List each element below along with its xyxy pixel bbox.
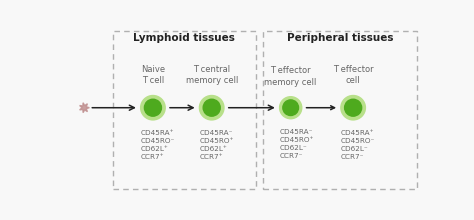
- Text: Lymphoid tissues: Lymphoid tissues: [133, 33, 235, 43]
- Ellipse shape: [141, 95, 165, 120]
- Bar: [112, 31, 256, 189]
- Ellipse shape: [145, 99, 162, 116]
- Text: T effector
cell: T effector cell: [333, 65, 374, 85]
- Ellipse shape: [283, 100, 299, 116]
- Text: CD45RA⁻
CD45RO⁺
CD62L⁻
CCR7⁻: CD45RA⁻ CD45RO⁺ CD62L⁻ CCR7⁻: [280, 129, 314, 159]
- Text: CD45RA⁺
CD45RO⁻
CD62L⁺
CCR7⁺: CD45RA⁺ CD45RO⁻ CD62L⁺ CCR7⁺: [141, 130, 175, 160]
- Text: Peripheral tissues: Peripheral tissues: [287, 33, 393, 43]
- Ellipse shape: [280, 97, 302, 119]
- Bar: [263, 31, 418, 189]
- Ellipse shape: [345, 99, 362, 116]
- Polygon shape: [80, 103, 89, 113]
- Ellipse shape: [341, 95, 365, 120]
- Text: T central
memory cell: T central memory cell: [185, 65, 238, 85]
- Text: CD45RA⁻
CD45RO⁺
CD62L⁺
CCR7⁺: CD45RA⁻ CD45RO⁺ CD62L⁺ CCR7⁺: [200, 130, 234, 160]
- Ellipse shape: [200, 95, 224, 120]
- Ellipse shape: [203, 99, 220, 116]
- Text: T effector
memory cell: T effector memory cell: [264, 66, 317, 86]
- Text: Naive
T cell: Naive T cell: [141, 65, 165, 85]
- Text: CD45RA⁺
CD45RO⁻
CD62L⁻
CCR7⁻: CD45RA⁺ CD45RO⁻ CD62L⁻ CCR7⁻: [341, 130, 375, 160]
